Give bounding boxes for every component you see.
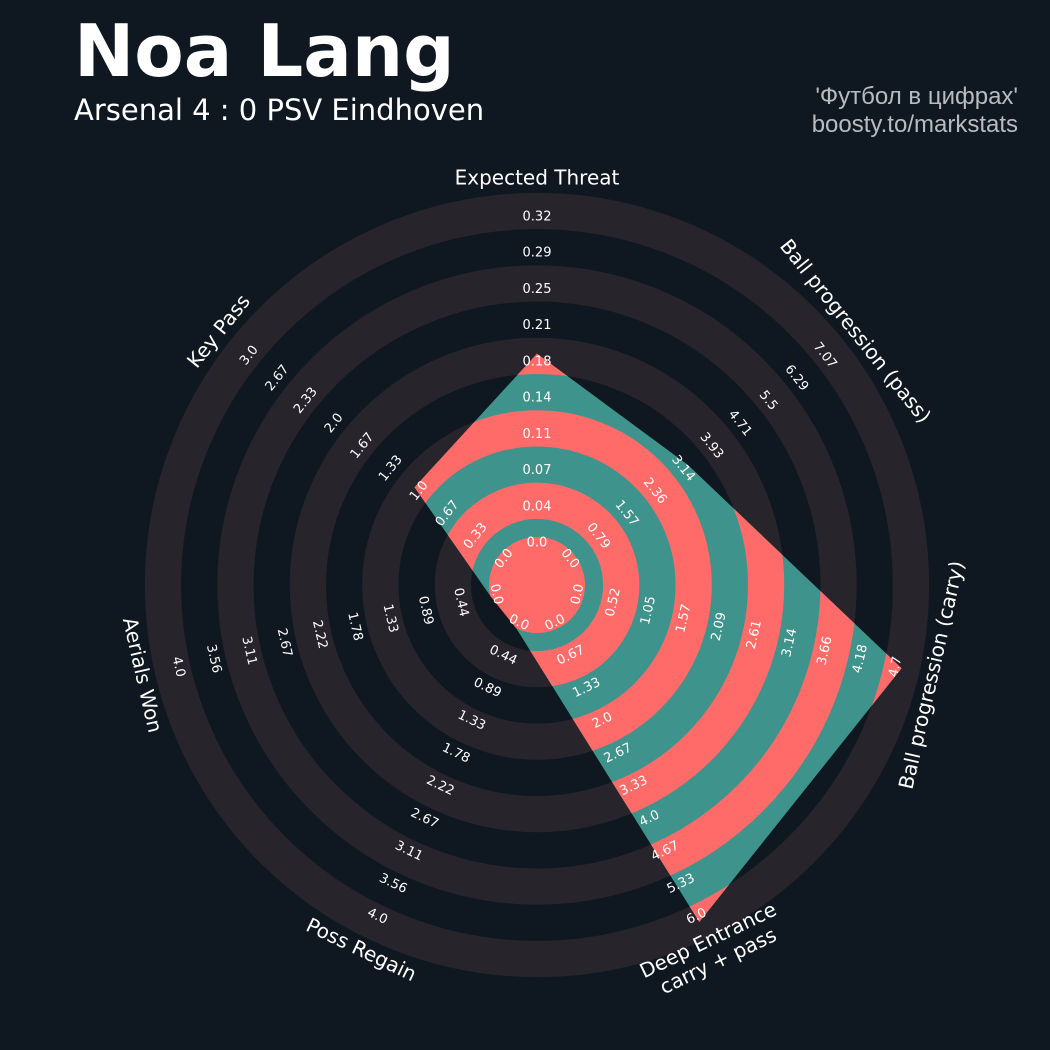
tick-label: 1.78	[344, 611, 365, 643]
tick-label: 3.56	[203, 643, 224, 675]
tick-label: 0.11	[523, 427, 552, 442]
radar-ring-band	[144, 192, 930, 978]
tick-label: 3.14	[779, 627, 800, 659]
tick-label: 2.09	[709, 611, 730, 643]
tick-label: 2.67	[274, 627, 295, 659]
tick-label: 0.0	[486, 583, 505, 607]
tick-label: 0.89	[415, 595, 436, 627]
credit-url: boosty.to/markstats	[811, 111, 1018, 138]
tick-label: 0.25	[523, 282, 552, 297]
tick-label: 0.44	[450, 587, 471, 619]
radar-ring-band	[217, 265, 857, 905]
tick-label: 1.57	[673, 603, 694, 635]
tick-label: 4.18	[850, 643, 871, 675]
tick-label: 0.52	[603, 587, 624, 619]
player-polygon-core	[489, 537, 585, 633]
tick-label: 0.18	[523, 354, 552, 369]
tick-label: 0.07	[523, 463, 552, 478]
tick-label: 0.29	[523, 246, 552, 261]
tick-label: 3.66	[815, 635, 836, 667]
tick-label: 0.21	[523, 318, 552, 333]
tick-label: 2.22	[309, 619, 330, 651]
credit-title: 'Футбол в цифрах'	[815, 83, 1018, 110]
tick-label: 0.32	[523, 210, 552, 225]
param-label: Expected Threat	[455, 166, 620, 190]
tick-label: 0.14	[523, 391, 552, 406]
tick-label: 1.05	[638, 595, 659, 627]
tick-label: 4.0	[169, 655, 188, 679]
tick-label: 4.7	[886, 655, 905, 679]
tick-label: 0.0	[527, 536, 548, 551]
tick-label: 1.33	[380, 603, 401, 635]
player-name-title: Noa Lang	[74, 9, 455, 93]
tick-label: 0.04	[523, 499, 552, 514]
tick-label: 0.0	[568, 583, 587, 607]
tick-label: 2.61	[744, 619, 765, 651]
tick-label: 3.11	[238, 635, 259, 667]
match-subtitle: Arsenal 4 : 0 PSV Eindhoven	[74, 93, 485, 127]
